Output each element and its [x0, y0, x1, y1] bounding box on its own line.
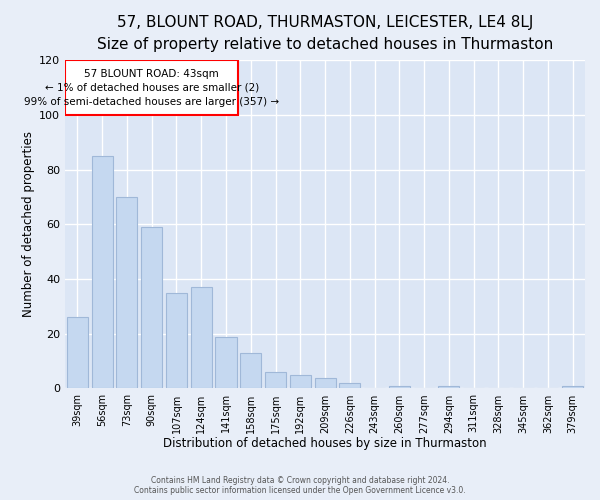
Bar: [389, 386, 410, 388]
Bar: [562, 386, 583, 388]
Bar: [240, 353, 261, 388]
Bar: [141, 227, 162, 388]
Bar: [439, 386, 460, 388]
Bar: [116, 197, 137, 388]
Bar: [265, 372, 286, 388]
Bar: [67, 318, 88, 388]
Text: 57 BLOUNT ROAD: 43sqm
← 1% of detached houses are smaller (2)
99% of semi-detach: 57 BLOUNT ROAD: 43sqm ← 1% of detached h…: [24, 68, 279, 106]
Bar: [290, 375, 311, 388]
X-axis label: Distribution of detached houses by size in Thurmaston: Distribution of detached houses by size …: [163, 437, 487, 450]
FancyBboxPatch shape: [65, 60, 238, 115]
Text: Contains HM Land Registry data © Crown copyright and database right 2024.
Contai: Contains HM Land Registry data © Crown c…: [134, 476, 466, 495]
Bar: [215, 336, 236, 388]
Bar: [92, 156, 113, 388]
Bar: [314, 378, 335, 388]
Title: 57, BLOUNT ROAD, THURMASTON, LEICESTER, LE4 8LJ
Size of property relative to det: 57, BLOUNT ROAD, THURMASTON, LEICESTER, …: [97, 15, 553, 52]
Y-axis label: Number of detached properties: Number of detached properties: [22, 132, 35, 318]
Bar: [339, 383, 361, 388]
Bar: [191, 288, 212, 388]
Bar: [166, 293, 187, 388]
